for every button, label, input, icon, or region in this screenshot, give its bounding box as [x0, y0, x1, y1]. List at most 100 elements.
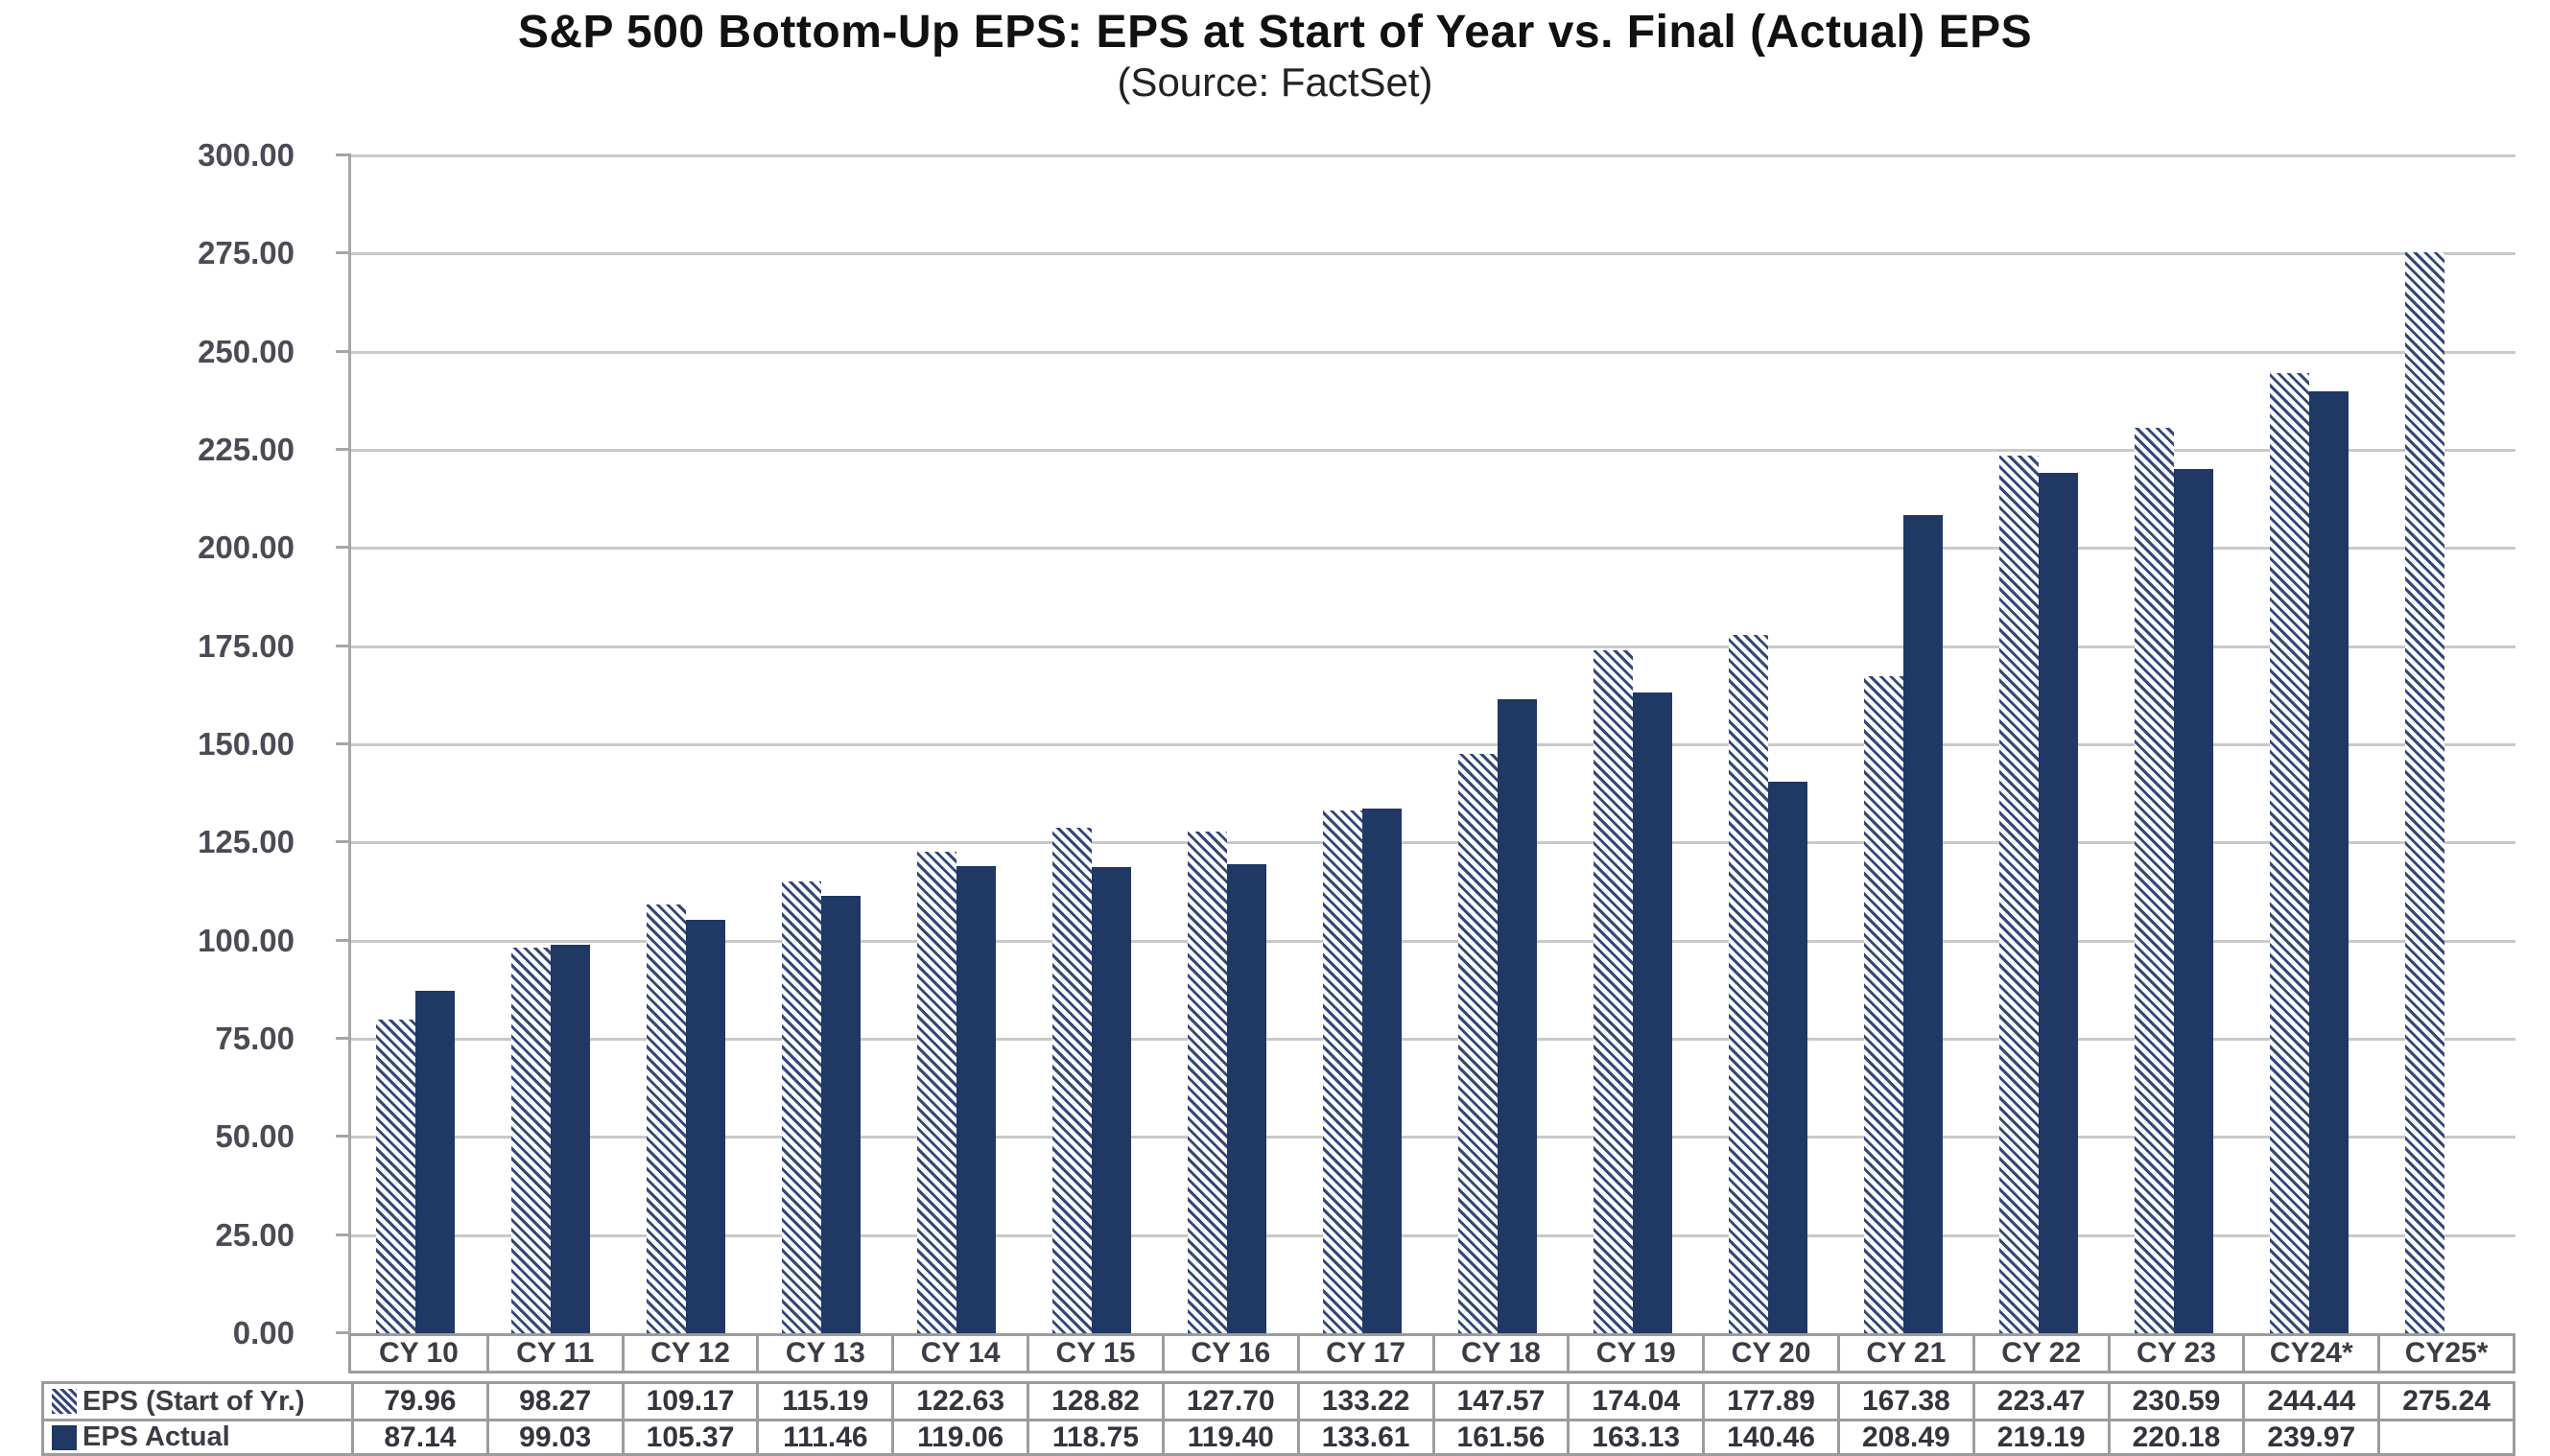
bar-eps-start: [1052, 827, 1092, 1333]
value-cell: [2377, 1419, 2513, 1453]
bar-eps-start: [1323, 810, 1362, 1333]
bar-eps-actual: [414, 991, 455, 1333]
table-body: EPS (Start of Yr.) EPS Actual 79.96 98.27…: [41, 1381, 2515, 1456]
value-cell: 105.37: [621, 1419, 757, 1453]
category-header-cell: CY 19: [1567, 1336, 1702, 1371]
gridline: [351, 743, 2515, 746]
value-cell: 239.97: [2242, 1419, 2378, 1453]
chart-title: S&P 500 Bottom-Up EPS: EPS at Start of Y…: [517, 7, 2033, 58]
value-cell: 119.40: [1161, 1419, 1297, 1453]
category-header-cell: CY 15: [1027, 1336, 1162, 1371]
solid-square-icon: [52, 1424, 77, 1450]
category-header-cell: CY 12: [621, 1336, 757, 1371]
bar-eps-start: [1458, 753, 1498, 1333]
y-tick-label: 150.00: [198, 726, 295, 762]
value-cell: 177.89: [1702, 1384, 1837, 1419]
value-cell: 220.18: [2107, 1419, 2243, 1453]
y-tick-mark: [336, 546, 351, 550]
bar-eps-actual: [2308, 390, 2349, 1333]
y-tick-mark: [336, 1233, 351, 1236]
bar-eps-start: [1864, 675, 1903, 1333]
gridline: [351, 939, 2515, 943]
value-cell: 174.04: [1567, 1384, 1702, 1419]
value-cell: 133.61: [1296, 1419, 1432, 1453]
gridline: [351, 547, 2515, 551]
bar-eps-actual: [956, 865, 996, 1333]
bar-eps-start: [376, 1019, 415, 1333]
bar-eps-actual: [1632, 693, 1672, 1333]
bar-eps-actual: [820, 895, 861, 1333]
value-cell: 87.14: [351, 1419, 486, 1453]
legend-item-eps-start: EPS (Start of Yr.): [44, 1384, 351, 1419]
bar-eps-actual: [2038, 472, 2078, 1333]
category-header-cell: CY25*: [2377, 1336, 2513, 1371]
gridline: [351, 645, 2515, 648]
y-tick-mark: [336, 644, 351, 647]
value-cell: 230.59: [2107, 1384, 2243, 1419]
plot-area: [336, 153, 2515, 1334]
bar-eps-start: [511, 947, 551, 1333]
value-cell: 275.24: [2377, 1384, 2513, 1419]
bar-eps-actual: [1226, 864, 1266, 1333]
bar-eps-start: [647, 904, 686, 1333]
y-tick-mark: [336, 349, 351, 353]
category-header-cell: CY 20: [1702, 1336, 1837, 1371]
legend-item-eps-actual: EPS Actual: [44, 1419, 351, 1453]
bar-eps-start: [2135, 428, 2174, 1333]
value-cell: 118.75: [1027, 1419, 1162, 1453]
value-cell: 79.96: [351, 1384, 486, 1419]
category-header-cell: CY 10: [378, 1337, 459, 1369]
bar-eps-start: [1188, 832, 1227, 1333]
gridline: [351, 1136, 2515, 1139]
bar-eps-start: [2405, 252, 2444, 1333]
bar-eps-actual: [1902, 514, 1943, 1333]
y-tick-mark: [336, 448, 351, 451]
y-tick-mark: [336, 1331, 351, 1334]
y-tick-label: 125.00: [198, 824, 295, 860]
value-cell: 163.13: [1567, 1419, 1703, 1453]
value-cell: 223.47: [1972, 1384, 2108, 1419]
category-header-cell: CY 14: [891, 1336, 1027, 1371]
value-cell: 119.06: [891, 1419, 1027, 1453]
y-tick-mark: [336, 251, 351, 255]
category-header-cell: CY 11: [485, 1336, 622, 1371]
y-tick-label: 200.00: [198, 529, 295, 566]
value-cell: 128.82: [1027, 1384, 1162, 1419]
category-header-cell: CY 17: [1296, 1336, 1432, 1371]
value-cell: 99.03: [485, 1419, 622, 1453]
bar-eps-start: [917, 852, 956, 1333]
value-cell: 127.70: [1161, 1384, 1297, 1419]
category-header-cell: CY 23: [2107, 1336, 2243, 1371]
y-tick-label: 0.00: [232, 1315, 295, 1350]
bar-eps-start: [1594, 649, 1633, 1333]
value-cell: 98.27: [485, 1384, 622, 1419]
y-tick-label: 100.00: [198, 922, 295, 958]
gridline: [351, 350, 2515, 354]
category-header-cell: CY 22: [1972, 1336, 2108, 1371]
value-cell: 111.46: [756, 1419, 892, 1453]
hatched-square-icon: [52, 1389, 77, 1414]
value-cell: 161.56: [1431, 1419, 1568, 1453]
bar-eps-start: [782, 881, 821, 1333]
y-tick-label: 225.00: [198, 432, 295, 467]
y-axis-labels: 0.00 25.00 50.00 75.00 100.00 125.00 150.00 175…: [0, 138, 321, 1350]
y-tick-mark: [336, 1135, 351, 1139]
gridline: [351, 252, 2515, 256]
y-tick-label: 300.00: [198, 137, 295, 173]
gridline: [351, 841, 2515, 845]
table-header-row: CY 10 CY 11 CY 12 CY 13 CY 14 CY 15 CY 16 CY 17…: [348, 1333, 2515, 1374]
category-header-cell: CY24*: [2242, 1336, 2377, 1371]
bar-eps-actual: [1767, 782, 1807, 1333]
legend-label-eps-start: EPS (Start of Yr.): [83, 1385, 305, 1417]
category-header-cell: CY 16: [1161, 1336, 1297, 1371]
gridline: [351, 1038, 2515, 1041]
value-cell: 219.19: [1972, 1419, 2108, 1453]
gridline: [351, 449, 2515, 452]
bar-eps-actual: [1091, 866, 1131, 1333]
category-header-cell: CY 21: [1836, 1336, 1972, 1371]
bar-eps-actual: [2173, 468, 2213, 1333]
y-tick-mark: [336, 1037, 351, 1040]
bar-eps-actual: [1497, 698, 1537, 1333]
value-cell: 140.46: [1702, 1419, 1837, 1453]
y-tick-label: 250.00: [198, 333, 295, 369]
